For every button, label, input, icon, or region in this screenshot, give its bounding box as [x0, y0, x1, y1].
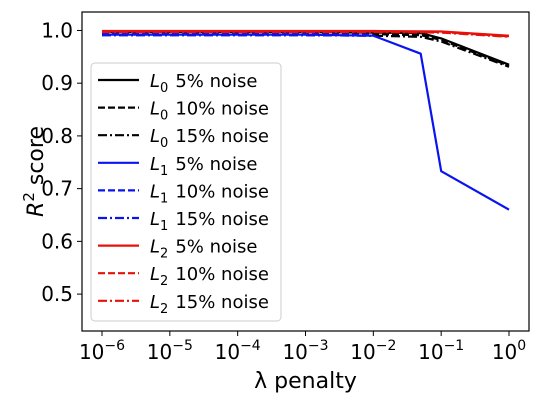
series-line-8 [102, 30, 510, 38]
legend-label: L0 15% noise [150, 126, 269, 151]
x-tick-label: 10−1 [418, 338, 464, 364]
x-tick-label: 10−5 [147, 338, 193, 364]
x-tick-label: 100 [492, 338, 526, 364]
legend-label: L2 15% noise [150, 292, 269, 317]
y-tick-label: 1.0 [41, 18, 73, 42]
series-line-4 [102, 33, 510, 211]
series-line-1 [102, 30, 510, 66]
legend-label: L0 10% noise [150, 99, 269, 124]
x-tick-label: 10−2 [350, 338, 396, 364]
y-axis-label: R2 score [20, 126, 49, 217]
series-line-6 [102, 34, 374, 37]
series-line-2 [102, 32, 510, 67]
y-axis-ticks: 0.5 0.6 0.7 0.8 0.9 1.0 [41, 18, 82, 306]
y-tick-label: 0.9 [41, 71, 73, 95]
legend-label: L1 5% noise [150, 154, 257, 179]
y-tick-label: 0.7 [41, 177, 73, 201]
legend-frame [90, 62, 282, 322]
y-tick-label: 0.5 [41, 282, 73, 306]
series-layer [102, 29, 510, 211]
y-tick-label: 0.8 [41, 124, 73, 148]
x-axis-ticks: 10−6 10−5 10−4 10−3 10−2 10−1 100 [79, 331, 526, 364]
x-tick-label: 10−4 [215, 338, 261, 364]
legend-label: L0 5% noise [150, 71, 257, 96]
x-axis-label: λ penalty [254, 369, 357, 394]
series-line-3 [102, 34, 510, 68]
x-tick-label: 10−3 [282, 338, 328, 364]
legend-label: L2 10% noise [150, 264, 269, 289]
legend-label: L1 10% noise [150, 181, 269, 206]
y-tick-label: 0.6 [41, 229, 73, 253]
legend-label: L2 5% noise [150, 237, 257, 262]
x-tick-label: 10−6 [79, 338, 125, 364]
legend-label: L1 15% noise [150, 209, 269, 234]
